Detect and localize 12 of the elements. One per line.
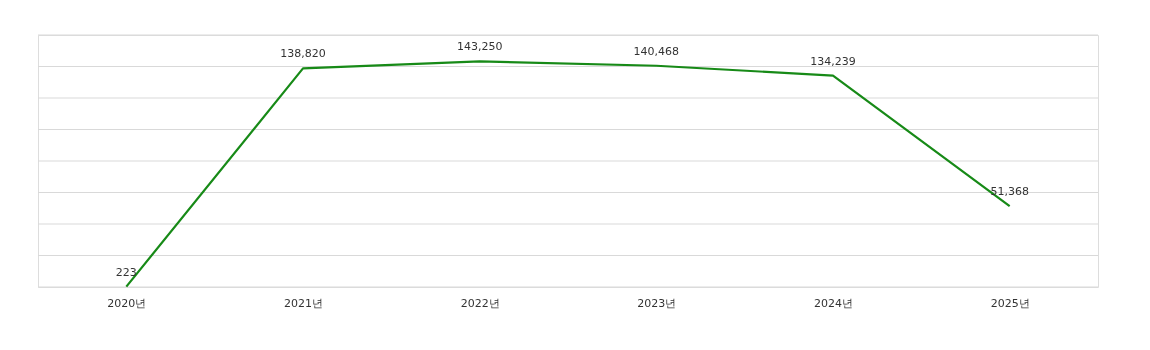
x-tick-label: 2021년	[284, 296, 323, 310]
x-tick-label: 2025년	[990, 296, 1030, 310]
data-label: 51,368	[990, 185, 1029, 199]
x-tick-label: 2022년	[460, 296, 500, 310]
x-tick-label: 2023년	[637, 296, 677, 310]
x-tick-label: 2024년	[814, 296, 853, 310]
data-label: 223	[115, 265, 137, 279]
x-tick-label: 2020년	[107, 296, 147, 310]
data-label: 138,820	[280, 47, 326, 61]
data-label: 134,239	[810, 54, 856, 68]
data-label: 143,250	[456, 40, 503, 54]
data-label: 140,468	[633, 44, 680, 58]
